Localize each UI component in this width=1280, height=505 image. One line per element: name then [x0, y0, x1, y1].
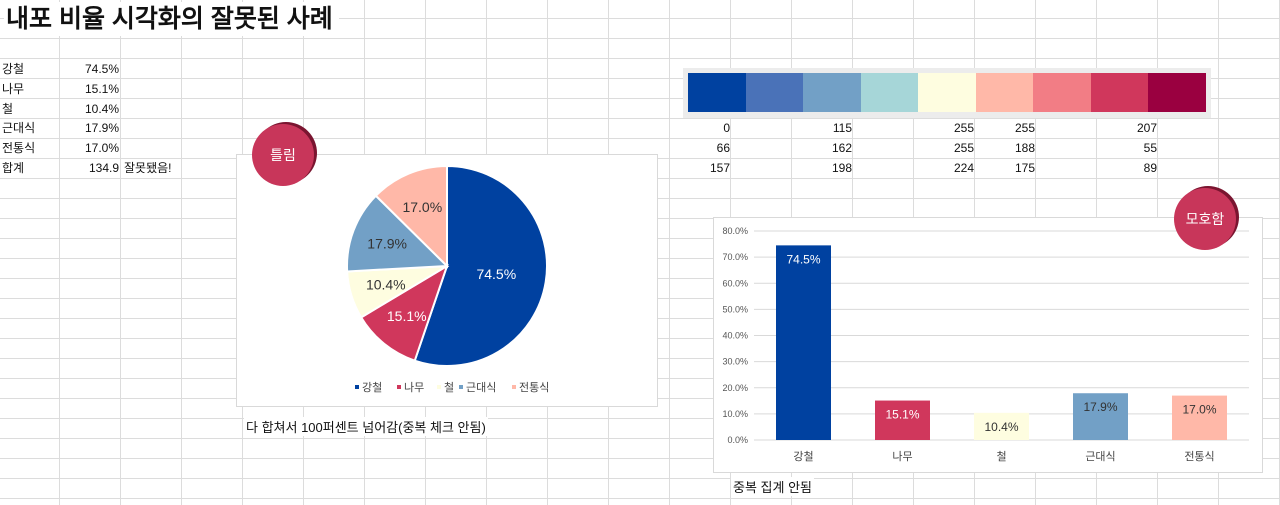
pie-data-label: 17.9% [367, 235, 407, 251]
bar-data-label: 10.4% [984, 420, 1018, 434]
palette-colorbar[interactable] [683, 68, 1211, 118]
rgb-value: 175 [1014, 161, 1035, 175]
rgb-value: 162 [831, 141, 852, 155]
ambiguous-badge: 모호함 [1174, 188, 1236, 250]
y-tick-label: 40.0% [722, 331, 748, 341]
bar-chart-area[interactable]: 0.0% 10.0% 20.0% 30.0% 40.0% 50.0% 60.0% 70.0% 8… [713, 217, 1263, 473]
bar[interactable] [1172, 395, 1227, 440]
rgb-value: 55 [1143, 141, 1157, 155]
palette-swatch [1090, 73, 1149, 112]
pie-slice[interactable] [359, 263, 449, 362]
table-row-value: 10.4% [84, 102, 119, 116]
legend-marker [355, 385, 359, 389]
total-label: 합계 [2, 161, 25, 175]
legend-label: 강철 [362, 381, 382, 394]
legend-label: 철 [444, 381, 454, 394]
palette-swatch [918, 73, 977, 112]
legend-marker [437, 385, 441, 389]
bar[interactable] [1073, 393, 1128, 440]
rgb-value: 157 [709, 161, 730, 175]
palette-swatch [688, 73, 747, 112]
legend-marker [397, 385, 401, 389]
bar[interactable] [974, 412, 1029, 440]
rgb-value: 207 [1136, 121, 1157, 135]
table-row-label: 근대식 [2, 121, 36, 135]
bar-caption: 중복 집계 안됨 [731, 477, 814, 496]
y-tick-label: 70.0% [722, 252, 748, 262]
pie-caption: 다 합쳐서 100퍼센트 넘어감(중복 체크 안됨) [244, 417, 488, 436]
rgb-value: 66 [716, 141, 730, 155]
rgb-value: 224 [953, 161, 974, 175]
legend-label: 근대식 [466, 381, 496, 394]
legend-label: 전통식 [519, 381, 549, 394]
legend-marker [512, 385, 516, 389]
y-tick-label: 30.0% [722, 357, 748, 367]
table-row-label: 강철 [2, 62, 25, 76]
bar-data-label: 15.1% [885, 408, 919, 422]
pie-slice[interactable] [346, 194, 450, 273]
bar-data-label: 17.9% [1083, 400, 1117, 414]
table-row-label: 전통식 [2, 141, 36, 155]
rgb-value: 0 [723, 121, 730, 135]
palette-swatch [1148, 73, 1207, 112]
y-tick-label: 60.0% [722, 278, 748, 288]
legend-label: 나무 [404, 381, 424, 394]
pie-data-label: 17.0% [402, 199, 442, 215]
wrong-badge: 틀림 [252, 124, 314, 186]
rgb-value: 255 [1014, 121, 1035, 135]
pie-data-label: 15.1% [387, 308, 427, 324]
y-tick-label: 80.0% [722, 226, 748, 236]
palette-swatch [745, 73, 804, 112]
bar[interactable] [875, 400, 930, 440]
rgb-value: 115 [832, 121, 852, 135]
rgb-value: 89 [1143, 161, 1157, 175]
table-row-label: 나무 [2, 82, 25, 96]
rgb-value: 255 [953, 121, 974, 135]
pie-chart-area[interactable]: 74.5% 15.1% 10.4% 17.9% 17.0% 강철 나무 철 근대식 전통식 [236, 154, 658, 407]
y-tick-label: 0.0% [727, 435, 748, 445]
rgb-value: 198 [831, 161, 852, 175]
total-value: 134.9 [88, 161, 119, 175]
palette-swatch [803, 73, 862, 112]
pie-chart: 74.5% 15.1% 10.4% 17.9% 17.0% 강철 나무 철 근대식 전통식 [346, 164, 549, 394]
table-row-label: 철 [2, 102, 14, 116]
table-row-value: 17.0% [84, 141, 119, 155]
table-row-value: 15.1% [84, 82, 119, 96]
table-row-value: 17.9% [84, 121, 119, 135]
rgb-value: 255 [953, 141, 974, 155]
rgb-value: 188 [1014, 141, 1035, 155]
pie-data-label: 74.5% [476, 266, 516, 282]
palette-swatch [860, 73, 919, 112]
bar-data-label: 17.0% [1182, 403, 1216, 417]
x-tick-label: 나무 [892, 450, 912, 463]
y-tick-label: 50.0% [722, 304, 748, 314]
bar[interactable] [776, 245, 831, 440]
legend-marker [459, 385, 463, 389]
palette-swatch [1033, 73, 1092, 112]
total-note: 잘못됐음! [124, 161, 172, 175]
pie-data-label: 10.4% [366, 277, 406, 293]
sheet-title: 내포 비율 시각화의 잘못된 사례 [4, 2, 339, 36]
x-tick-label: 전통식 [1184, 450, 1214, 463]
y-tick-label: 20.0% [722, 383, 748, 393]
bar-chart: 0.0% 10.0% 20.0% 30.0% 40.0% 50.0% 60.0% 70.0% 8… [722, 226, 1249, 463]
palette-swatch [975, 73, 1034, 112]
x-tick-label: 근대식 [1085, 450, 1115, 463]
x-tick-label: 철 [996, 450, 1006, 463]
table-row-value: 74.5% [84, 62, 119, 76]
bar-data-label: 74.5% [786, 252, 820, 266]
pie-slice[interactable] [374, 164, 448, 269]
x-tick-label: 강철 [793, 450, 813, 463]
y-tick-label: 10.0% [722, 409, 748, 419]
